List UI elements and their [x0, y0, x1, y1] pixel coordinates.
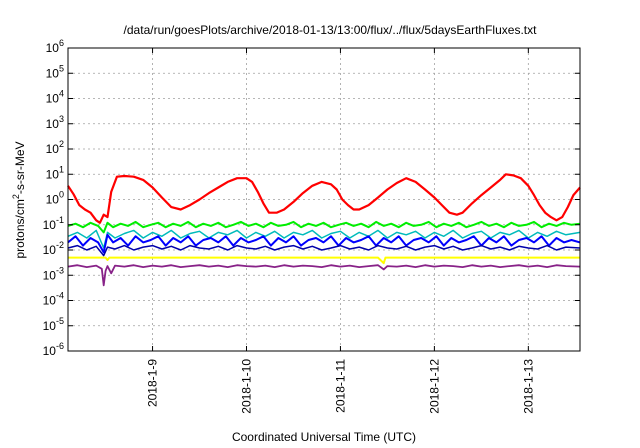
y-tick-base: 10	[46, 66, 60, 80]
series-layer	[67, 173, 581, 287]
tick-marks	[68, 47, 580, 352]
x-tick-label: 2018-1-13	[521, 359, 535, 414]
y-tick-label: 103	[46, 114, 64, 131]
series-line-2	[67, 220, 581, 234]
y-tick-base: 10	[46, 142, 60, 156]
y-tick-label: 10-6	[43, 341, 64, 358]
y-axis-label: protons/cm2-s-sr-MeV	[11, 141, 27, 258]
x-tick-label: 2018-1-12	[427, 359, 441, 414]
y-tick-base: 10	[46, 193, 60, 207]
y-tick-base: 10	[43, 218, 57, 232]
y-tick-base: 10	[46, 92, 60, 106]
y-tick-base: 10	[46, 41, 60, 55]
y-tick-base: 10	[43, 344, 57, 358]
y-tick-exponent: -2	[56, 240, 64, 250]
series-line-4	[67, 233, 581, 254]
y-tick-label: 10-1	[43, 215, 64, 232]
y-tick-exponent: 1	[59, 164, 64, 174]
series-line-7	[67, 264, 581, 287]
y-tick-exponent: -5	[56, 316, 64, 326]
y-tick-label: 10-3	[43, 265, 64, 282]
series-line-1	[67, 173, 581, 224]
y-tick-base: 10	[43, 319, 57, 333]
y-tick-exponent: 4	[59, 89, 64, 99]
y-tick-base: 10	[46, 167, 60, 181]
x-tick-labels: 2018-1-9 2018-1-10 2018-1-11 2018-1-12 2018-…	[146, 359, 536, 414]
y-tick-label: 101	[46, 164, 64, 181]
y-axis-label-post: -s-sr-MeV	[13, 141, 27, 194]
y-tick-exponent: 2	[59, 139, 64, 149]
y-tick-exponent: -4	[56, 291, 64, 301]
y-tick-exponent: -1	[56, 215, 64, 225]
series-line-6	[68, 256, 580, 265]
y-tick-label: 105	[46, 63, 64, 80]
y-axis-label-sup: 2	[11, 194, 21, 199]
grid	[68, 48, 580, 351]
y-tick-exponent: 6	[59, 38, 64, 48]
y-tick-labels: 10-610-510-410-310-210-11001011021031041…	[43, 38, 64, 358]
x-tick-label: 2018-1-9	[146, 359, 160, 407]
y-tick-label: 10-2	[43, 240, 64, 257]
y-axis-label-pre: protons/cm	[13, 199, 27, 258]
y-tick-exponent: 3	[59, 114, 64, 124]
y-tick-base: 10	[43, 268, 57, 282]
series-line-5	[67, 244, 581, 257]
y-tick-exponent: -6	[56, 341, 64, 351]
y-tick-label: 100	[46, 190, 64, 207]
y-tick-label: 104	[46, 89, 64, 106]
y-tick-base: 10	[46, 117, 60, 131]
y-tick-label: 106	[46, 38, 64, 55]
y-tick-label: 10-5	[43, 316, 64, 333]
y-tick-base: 10	[43, 294, 57, 308]
y-tick-exponent: 5	[59, 63, 64, 73]
series-line-3	[67, 229, 581, 249]
x-axis-label: Coordinated Universal Time (UTC)	[232, 430, 416, 444]
x-tick-label: 2018-1-10	[239, 359, 253, 414]
chart-title: /data/run/goesPlots/archive/2018-01-13/1…	[124, 23, 538, 37]
y-tick-base: 10	[43, 243, 57, 257]
y-tick-exponent: -3	[56, 265, 64, 275]
y-tick-exponent: 0	[59, 190, 64, 200]
x-tick-label: 2018-1-11	[333, 359, 347, 413]
y-tick-label: 10-4	[43, 291, 64, 308]
y-tick-label: 102	[46, 139, 64, 156]
